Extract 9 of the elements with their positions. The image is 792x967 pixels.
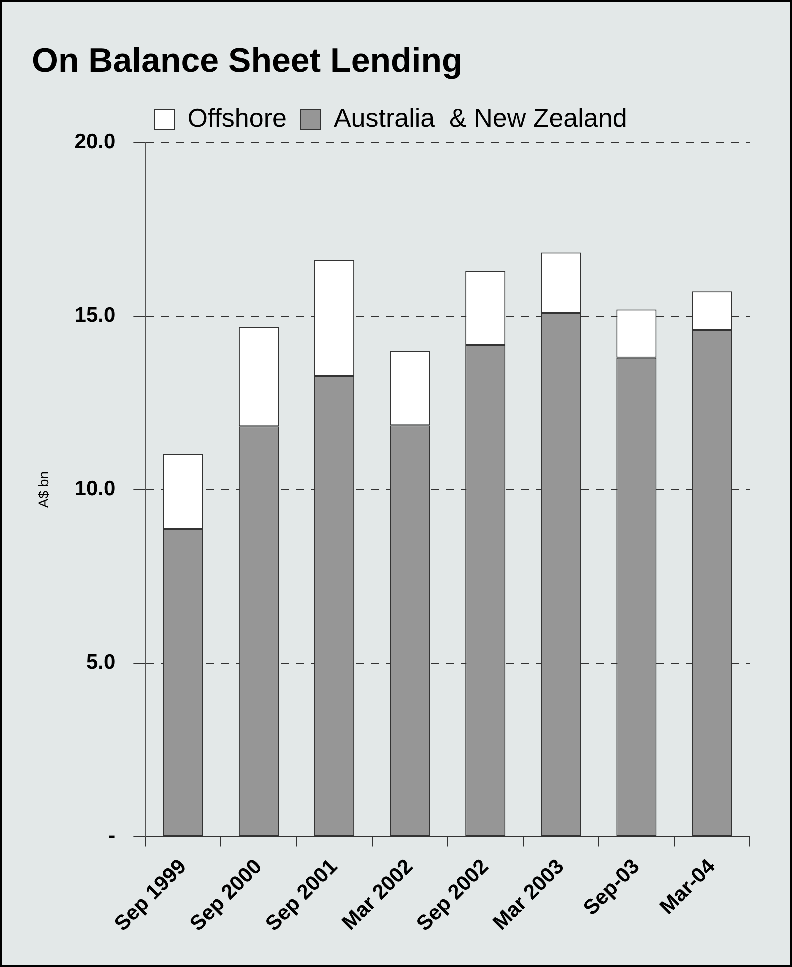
legend-label: Offshore <box>188 102 287 133</box>
y-tick-label: 15.0 <box>74 304 116 328</box>
y-tick-label: - <box>108 824 116 848</box>
y-tick-label: 5.0 <box>86 651 116 674</box>
y-axis-title: A$ bn <box>35 471 52 508</box>
legend-label: Australia & New Zealand <box>334 102 628 133</box>
y-tick-label: 20.0 <box>74 130 116 154</box>
chart-title: On Balance Sheet Lending <box>32 42 463 80</box>
y-tick-label: 10.0 <box>74 478 116 501</box>
